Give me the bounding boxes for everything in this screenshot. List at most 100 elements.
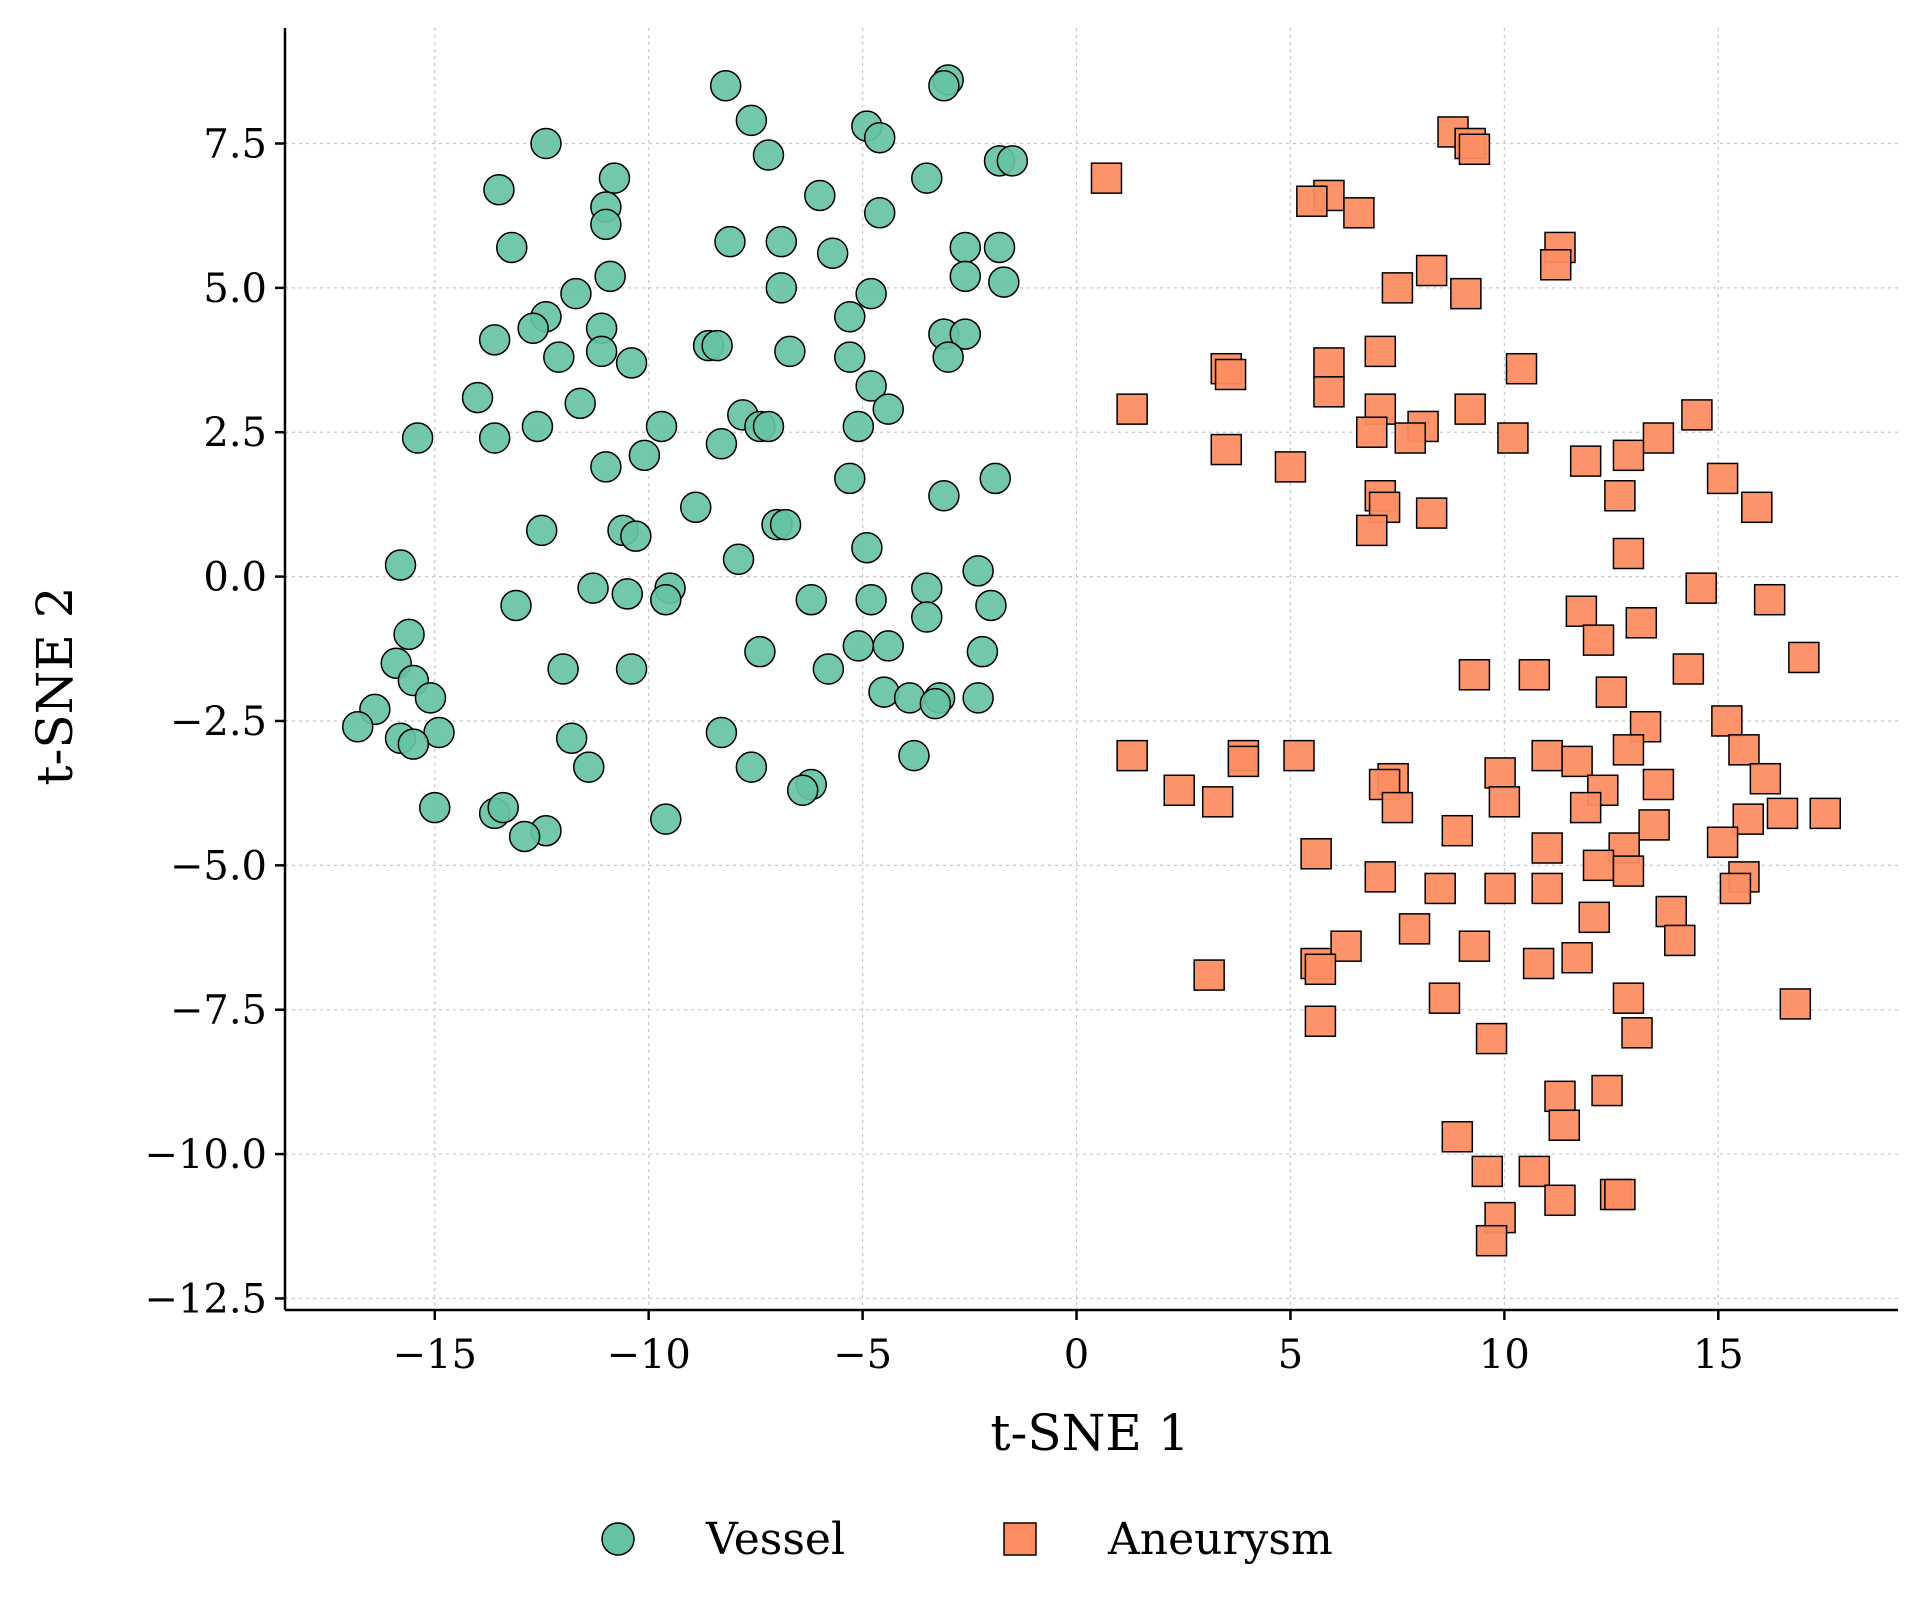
vessel-point [461,381,494,414]
vessel-point [911,601,943,633]
vessel-point [949,318,982,350]
x-tick-label: 0 [1064,1332,1089,1378]
y-tick-label: −2.5 [170,699,267,745]
vessel-point [872,630,905,662]
vessel-point [611,578,644,610]
vessel-point [560,277,592,310]
vessel-point [701,329,733,362]
aneurysm-point [1719,872,1752,905]
vessel-point [769,508,802,541]
aneurysm-point [1612,439,1645,472]
aneurysm-point [1612,537,1645,570]
x-tick-label: −10 [606,1332,690,1378]
vessel-point [650,583,682,616]
data-points [341,64,1842,1257]
aneurysm-point [1300,838,1332,870]
aneurysm-point [1364,335,1397,368]
aneurysm-point [1415,497,1448,529]
vessel-point [645,410,678,443]
vessel-point [863,197,896,229]
vessel-point [547,653,579,685]
aneurysm-point [1471,1155,1504,1188]
aneurysm-point [1193,959,1225,991]
vessel-point [573,751,605,783]
vessel-point [979,462,1011,495]
aneurysm-point [1548,1109,1581,1141]
vessel-point [962,682,994,714]
aneurysm-point [1753,583,1786,616]
aneurysm-point [1381,791,1414,824]
aneurysm-point [1488,786,1521,818]
vessel-point [555,722,588,755]
aneurysm-point [1274,451,1307,483]
aneurysm-point [1531,872,1563,905]
y-tick-label: −7.5 [170,988,267,1034]
aneurysm-point [1163,774,1195,807]
aneurysm-point [1711,705,1743,737]
vessel-point [744,635,776,668]
aneurysm-point [1381,272,1414,304]
vessel-point [393,618,425,651]
aneurysm-point [1484,757,1516,789]
aneurysm-point [1458,133,1491,166]
vessel-point [483,173,515,206]
aneurysm-point [1642,422,1675,454]
aneurysm-point [1313,376,1345,408]
vessel-point [786,774,819,807]
vessel-point [804,179,836,212]
legend-aneurysm-label: Aneurysm [1107,1514,1333,1565]
x-tick-label: −5 [833,1332,892,1378]
aneurysm-point [1313,347,1345,379]
aneurysm-point [1116,739,1148,772]
aneurysm-point [1210,433,1243,466]
aneurysm-point [1569,791,1602,824]
aneurysm-point [1398,913,1431,945]
aneurysm-point [1569,445,1602,477]
aneurysm-point [1625,607,1658,639]
aneurysm-point [1741,491,1773,524]
vessel-point [765,272,798,304]
aneurysm-point [1518,1155,1551,1188]
vessel-point [401,422,434,454]
vessel-point [863,121,896,154]
vessel-point [478,422,511,454]
aneurysm-point [1638,809,1670,841]
vessel-point [594,260,626,293]
vessel-point [705,716,738,749]
aneurysm-point [1672,653,1705,685]
x-tick-label: 10 [1479,1332,1530,1378]
aneurysm-point [1454,393,1486,425]
vessel-point [834,341,866,373]
y-tick-label: −10.0 [144,1132,267,1178]
aneurysm-point [1330,930,1362,962]
vessel-point [341,710,374,743]
legend-vessel-marker [601,1522,635,1556]
y-tick-label: 0.0 [203,555,267,601]
aneurysm-point [1296,185,1328,217]
aneurysm-point [1518,659,1551,691]
vessel-point [855,277,887,310]
vessel-point [384,549,417,581]
vessel-point [722,543,755,576]
vessel-point [966,635,999,668]
aneurysm-point [1214,358,1247,391]
vessel-point [590,208,622,241]
aneurysm-point [1766,797,1799,830]
y-axis-title: t-SNE 2 [26,586,84,785]
aneurysm-point [1642,768,1675,801]
vessel-point [517,312,549,345]
aneurysm-point [1484,872,1516,905]
vessel-point [975,589,1007,622]
aneurysm-point [1779,988,1812,1020]
aneurysm-point [1531,739,1563,772]
aneurysm-point [1531,832,1563,864]
vessel-point [478,324,511,356]
aneurysm-point [1304,1005,1337,1038]
vessel-point [590,451,622,483]
vessel-point [919,687,952,720]
vessel-point [928,69,960,102]
vessel-point [709,69,742,102]
vessel-point [816,237,849,269]
vessel-point [628,439,661,472]
aneurysm-point [1458,930,1491,962]
